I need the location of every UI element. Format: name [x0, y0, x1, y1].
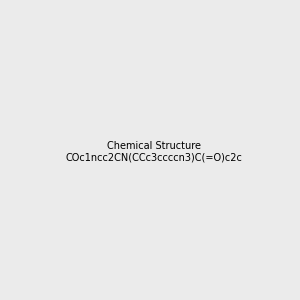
Text: Chemical Structure
COc1ncc2CN(CCc3ccccn3)C(=O)c2c: Chemical Structure COc1ncc2CN(CCc3ccccn3…: [65, 141, 242, 162]
